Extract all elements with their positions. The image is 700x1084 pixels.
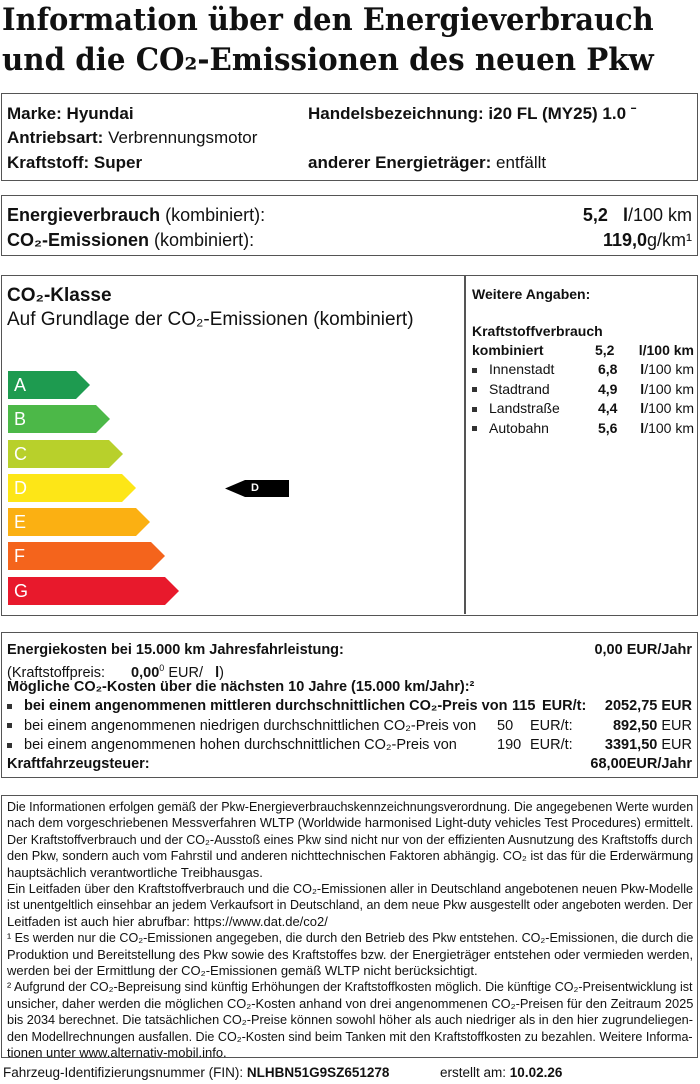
title-line-1: Information über den Energieverbrauch xyxy=(2,2,654,38)
info-text-line: unsicher, daher werden die möglichen CO₂… xyxy=(7,995,694,1011)
consumption-item: Autobahn 5,6 l/100 km xyxy=(472,417,694,439)
info-text-line: ¹ Es werden nur die CO₂-Emissionen angeg… xyxy=(7,930,694,946)
current-class-arrow: D xyxy=(225,480,289,497)
marke: Marke: Hyundai xyxy=(7,104,134,123)
co2-label: CO₂-Emissionen (kombiniert): xyxy=(7,230,255,250)
info-text-line: ² Aufgrund der CO₂-Bepreisung sind künft… xyxy=(7,979,693,995)
co2-class-letter: G xyxy=(14,581,29,601)
info-text-line: Produktion und Bereitstellung des Pkw so… xyxy=(7,946,694,962)
co2-class-bar-d: D xyxy=(8,474,136,502)
co2-cost-scenario: bei einem angenommenen niedrigen durchsc… xyxy=(7,715,692,737)
anderer-energietraeger: anderer Energieträger: entfällt xyxy=(308,153,547,172)
info-text-line: bis 2034 berechnet. Die tatsächlichen CO… xyxy=(7,1012,693,1028)
created-date: erstellt am: 10.02.26 xyxy=(440,1065,563,1080)
co2-cost-scenario: bei einem angenommenen hohen durchschnit… xyxy=(7,734,692,756)
info-box: Die Informationen erfolgen gemäß der Pkw… xyxy=(1,795,698,1061)
info-text-line: hauptsächlich verantwortliche Treibhausg… xyxy=(7,864,263,880)
co2-class-subtitle: Auf Grundlage der CO₂-Emissionen (kombin… xyxy=(7,309,414,330)
co2-class-bar-c: C xyxy=(8,440,123,468)
handelsbezeichnung: Handelsbezeichnung: i20 FL (MY25) 1.0 ˉ xyxy=(308,104,637,123)
co2-class-letter: D xyxy=(14,478,27,498)
kraftstoff: Kraftstoff: Super xyxy=(7,153,143,172)
co2-class-letter: B xyxy=(14,409,27,429)
info-text-line: tionen unter www.alternativ-mobil.info. xyxy=(7,1045,227,1061)
consumption-item: Stadtrand 4,9 l/100 km xyxy=(472,378,694,400)
weitere-heading: Kraftstoffverbrauch xyxy=(472,323,603,339)
co2-cost-heading: Mögliche CO₂-Kosten über die nächsten 10… xyxy=(7,679,475,695)
current-class-label: D xyxy=(251,482,259,494)
consumption-box: Energieverbrauch (kombiniert): 5,2 l/100… xyxy=(1,195,698,256)
consumption-item: Innenstadt 6,8 l/100 km xyxy=(472,358,694,380)
tax-label: Kraftfahrzeugsteuer: xyxy=(7,756,150,772)
co2-class-letter: F xyxy=(14,546,25,566)
tax-value: 68,00EUR/Jahr xyxy=(590,756,692,772)
co2-class-bar-e: E xyxy=(8,508,150,536)
co2-class-bar-b: B xyxy=(8,405,110,433)
fuel-price: (Kraftstoffpreis: 0,000 EUR/ l) xyxy=(7,663,224,681)
kombiniert-row: kombiniert 5,2 l/100 km xyxy=(472,342,694,358)
info-text-line: nach dem vorgeschriebenen Messverfahren … xyxy=(7,815,694,831)
co2-class-bar-a: A xyxy=(8,371,90,399)
vehicle-box: Marke: Hyundai Handelsbezeichnung: i20 F… xyxy=(1,93,698,181)
co2-class-letter: E xyxy=(14,512,27,532)
info-text-line: werden bei der Ermittlung der CO₂-Emissi… xyxy=(7,963,478,979)
energy-label: Energieverbrauch (kombiniert): xyxy=(7,205,266,225)
info-text-line: den Pkw, sondern auch vom Fahrstil und a… xyxy=(7,848,694,864)
co2-class-box: CO₂-Klasse Auf Grundlage der CO₂-Emissio… xyxy=(1,275,698,616)
energy-value: 5,2 l/100 km xyxy=(582,205,692,225)
weitere-title: Weitere Angaben: xyxy=(472,286,591,302)
info-text-line: Der Kraftstoffverbrauch und der CO₂-Auss… xyxy=(7,831,693,847)
info-text-line: Die Informationen erfolgen gemäß der Pkw… xyxy=(7,799,694,814)
co2-value: 119,0g/km¹ xyxy=(602,230,692,250)
co2-class-letter: C xyxy=(14,444,27,464)
divider xyxy=(464,276,466,614)
co2-class-bar-g: G xyxy=(8,577,179,605)
info-text-line: Ein Leitfaden über den Kraftstoffverbrau… xyxy=(7,881,694,897)
info-text-line: Leitfaden ist auch hier abrufbar: https:… xyxy=(7,913,328,929)
co2-class-bar-f: F xyxy=(8,542,165,570)
title-line-2: und die CO₂-Emissionen des neuen Pkw xyxy=(2,42,654,78)
antriebsart: Antriebsart: Verbrennungsmotor xyxy=(7,128,258,147)
info-text-line: ist unentgeltlich einsehbar an jedem Ver… xyxy=(7,897,693,913)
co2-class-letter: A xyxy=(14,375,27,395)
co2-class-title: CO₂-Klasse xyxy=(7,285,112,306)
co2-cost-scenario: bei einem angenommenen mittleren durchsc… xyxy=(7,695,692,717)
energy-cost-value: 0,00 EUR/Jahr xyxy=(594,642,692,658)
energy-cost-label: Energiekosten bei 15.000 km Jahresfahrle… xyxy=(7,642,344,658)
info-text-line: den Modellrechnungen ausfallen. Die CO₂-… xyxy=(7,1028,693,1044)
consumption-item: Landstraße 4,4 l/100 km xyxy=(472,397,694,419)
costs-box: Energiekosten bei 15.000 km Jahresfahrle… xyxy=(1,632,698,778)
fin: Fahrzeug-Identifizierungsnummer (FIN): N… xyxy=(3,1065,390,1080)
